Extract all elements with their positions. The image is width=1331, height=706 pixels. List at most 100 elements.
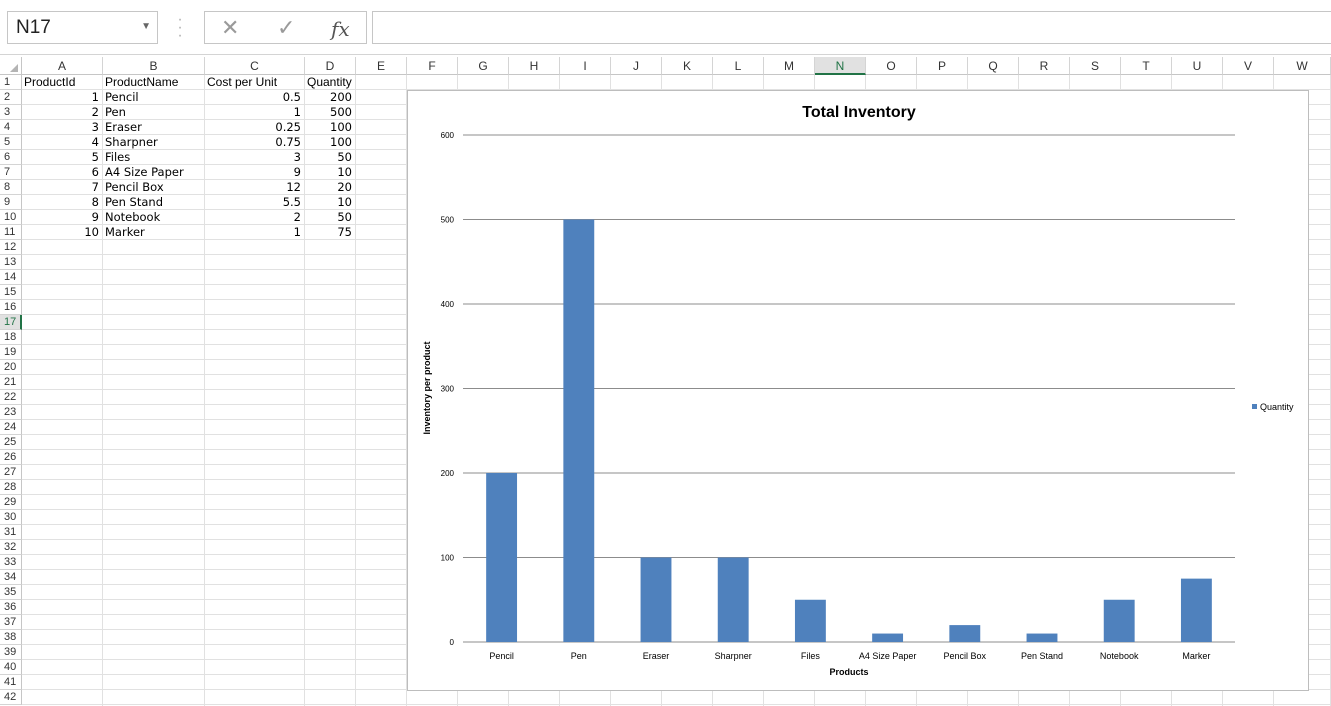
row-header-38[interactable]: 38 [0, 630, 22, 645]
column-header-H[interactable]: H [509, 57, 560, 75]
row-header-17[interactable]: 17 [0, 315, 22, 330]
table-cell[interactable]: 8 [91, 195, 99, 209]
row-header-18[interactable]: 18 [0, 330, 22, 345]
row-header-24[interactable]: 24 [0, 420, 22, 435]
name-box[interactable]: N17 ▼ [7, 11, 158, 44]
table-cell[interactable]: Pen Stand [105, 195, 163, 209]
table-cell[interactable]: 2 [91, 105, 99, 119]
table-cell[interactable]: 10 [84, 225, 99, 239]
table-cell[interactable]: 0.75 [275, 135, 301, 149]
column-header-M[interactable]: M [764, 57, 815, 75]
row-header-30[interactable]: 30 [0, 510, 22, 525]
table-cell[interactable]: Notebook [105, 210, 161, 224]
row-header-25[interactable]: 25 [0, 435, 22, 450]
table-cell[interactable]: 12 [286, 180, 301, 194]
row-header-2[interactable]: 2 [0, 90, 22, 105]
table-cell[interactable]: 9 [91, 210, 99, 224]
table-cell[interactable]: 50 [337, 150, 352, 164]
table-cell[interactable]: Pen [105, 105, 126, 119]
row-header-39[interactable]: 39 [0, 645, 22, 660]
table-header-cell[interactable]: Quantity [307, 75, 352, 89]
row-header-36[interactable]: 36 [0, 600, 22, 615]
table-cell[interactable]: Marker [105, 225, 145, 239]
column-header-R[interactable]: R [1019, 57, 1070, 75]
row-header-37[interactable]: 37 [0, 615, 22, 630]
column-header-W[interactable]: W [1274, 57, 1331, 75]
column-header-U[interactable]: U [1172, 57, 1223, 75]
column-header-G[interactable]: G [458, 57, 509, 75]
column-header-N[interactable]: N [815, 57, 866, 75]
table-cell[interactable]: 2 [293, 210, 301, 224]
table-cell[interactable]: 200 [330, 90, 352, 104]
row-header-20[interactable]: 20 [0, 360, 22, 375]
row-header-23[interactable]: 23 [0, 405, 22, 420]
row-header-4[interactable]: 4 [0, 120, 22, 135]
row-header-1[interactable]: 1 [0, 75, 22, 90]
table-cell[interactable]: 9 [293, 165, 301, 179]
row-header-7[interactable]: 7 [0, 165, 22, 180]
enter-icon[interactable]: ✓ [277, 15, 296, 40]
row-header-14[interactable]: 14 [0, 270, 22, 285]
select-all-button[interactable] [0, 57, 22, 75]
table-cell[interactable]: 7 [91, 180, 99, 194]
table-cell[interactable]: 1 [293, 225, 301, 239]
insert-function-icon[interactable]: fx [331, 17, 350, 41]
column-header-L[interactable]: L [713, 57, 764, 75]
row-header-42[interactable]: 42 [0, 690, 22, 705]
row-header-33[interactable]: 33 [0, 555, 22, 570]
column-header-F[interactable]: F [407, 57, 458, 75]
table-cell[interactable]: 20 [337, 180, 352, 194]
table-cell[interactable]: 500 [330, 105, 352, 119]
table-cell[interactable]: 0.5 [282, 90, 301, 104]
table-cell[interactable]: 3 [293, 150, 301, 164]
row-header-26[interactable]: 26 [0, 450, 22, 465]
table-cell[interactable]: Pencil Box [105, 180, 164, 194]
chart[interactable]: Total Inventory 0 100 200 300 400 500 600 Pencil… [407, 90, 1309, 691]
row-header-15[interactable]: 15 [0, 285, 22, 300]
drag-handle-icon[interactable]: · · · [177, 11, 183, 44]
table-cell[interactable]: 100 [330, 120, 352, 134]
column-header-B[interactable]: B [103, 57, 205, 75]
table-cell[interactable]: 3 [91, 120, 99, 134]
row-header-34[interactable]: 34 [0, 570, 22, 585]
column-header-K[interactable]: K [662, 57, 713, 75]
table-header-cell[interactable]: ProductName [105, 75, 179, 89]
table-cell[interactable]: Sharpner [105, 135, 158, 149]
table-cell[interactable]: 5.5 [282, 195, 301, 209]
row-header-40[interactable]: 40 [0, 660, 22, 675]
column-header-D[interactable]: D [305, 57, 356, 75]
table-cell[interactable]: 4 [91, 135, 99, 149]
formula-input[interactable] [372, 11, 1331, 44]
row-header-8[interactable]: 8 [0, 180, 22, 195]
row-header-28[interactable]: 28 [0, 480, 22, 495]
row-header-29[interactable]: 29 [0, 495, 22, 510]
table-cell[interactable]: 50 [337, 210, 352, 224]
row-header-5[interactable]: 5 [0, 135, 22, 150]
column-header-C[interactable]: C [205, 57, 305, 75]
table-cell[interactable]: 10 [337, 195, 352, 209]
column-header-A[interactable]: A [22, 57, 103, 75]
row-header-35[interactable]: 35 [0, 585, 22, 600]
column-header-O[interactable]: O [866, 57, 917, 75]
row-header-11[interactable]: 11 [0, 225, 22, 240]
row-header-21[interactable]: 21 [0, 375, 22, 390]
column-header-J[interactable]: J [611, 57, 662, 75]
table-cell[interactable]: 1 [91, 90, 99, 104]
column-header-T[interactable]: T [1121, 57, 1172, 75]
table-cell[interactable]: Files [105, 150, 131, 164]
column-header-S[interactable]: S [1070, 57, 1121, 75]
table-cell[interactable]: 1 [293, 105, 301, 119]
table-cell[interactable]: 5 [91, 150, 99, 164]
table-cell[interactable]: 0.25 [275, 120, 301, 134]
row-header-13[interactable]: 13 [0, 255, 22, 270]
row-header-22[interactable]: 22 [0, 390, 22, 405]
column-header-I[interactable]: I [560, 57, 611, 75]
cancel-icon[interactable]: ✕ [221, 15, 240, 40]
row-header-19[interactable]: 19 [0, 345, 22, 360]
table-cell[interactable]: Eraser [105, 120, 142, 134]
row-header-27[interactable]: 27 [0, 465, 22, 480]
column-header-E[interactable]: E [356, 57, 407, 75]
row-header-16[interactable]: 16 [0, 300, 22, 315]
chevron-down-icon[interactable]: ▼ [141, 21, 151, 32]
table-cell[interactable]: 10 [337, 165, 352, 179]
